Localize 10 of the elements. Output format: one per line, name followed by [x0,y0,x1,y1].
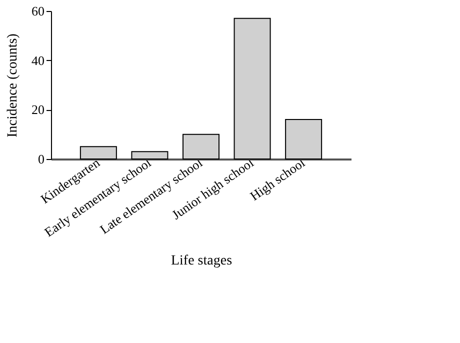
bar [182,134,220,160]
bar [131,151,168,160]
y-tick-label: 20 [32,102,44,118]
bar [285,119,322,160]
bar [234,18,271,160]
x-axis-title: Life stages [170,254,232,269]
bar [80,146,117,160]
y-axis-title: Incidence (counts) [6,33,20,138]
y-tick-label: 60 [32,4,44,18]
y-tick-label: 40 [32,52,44,68]
